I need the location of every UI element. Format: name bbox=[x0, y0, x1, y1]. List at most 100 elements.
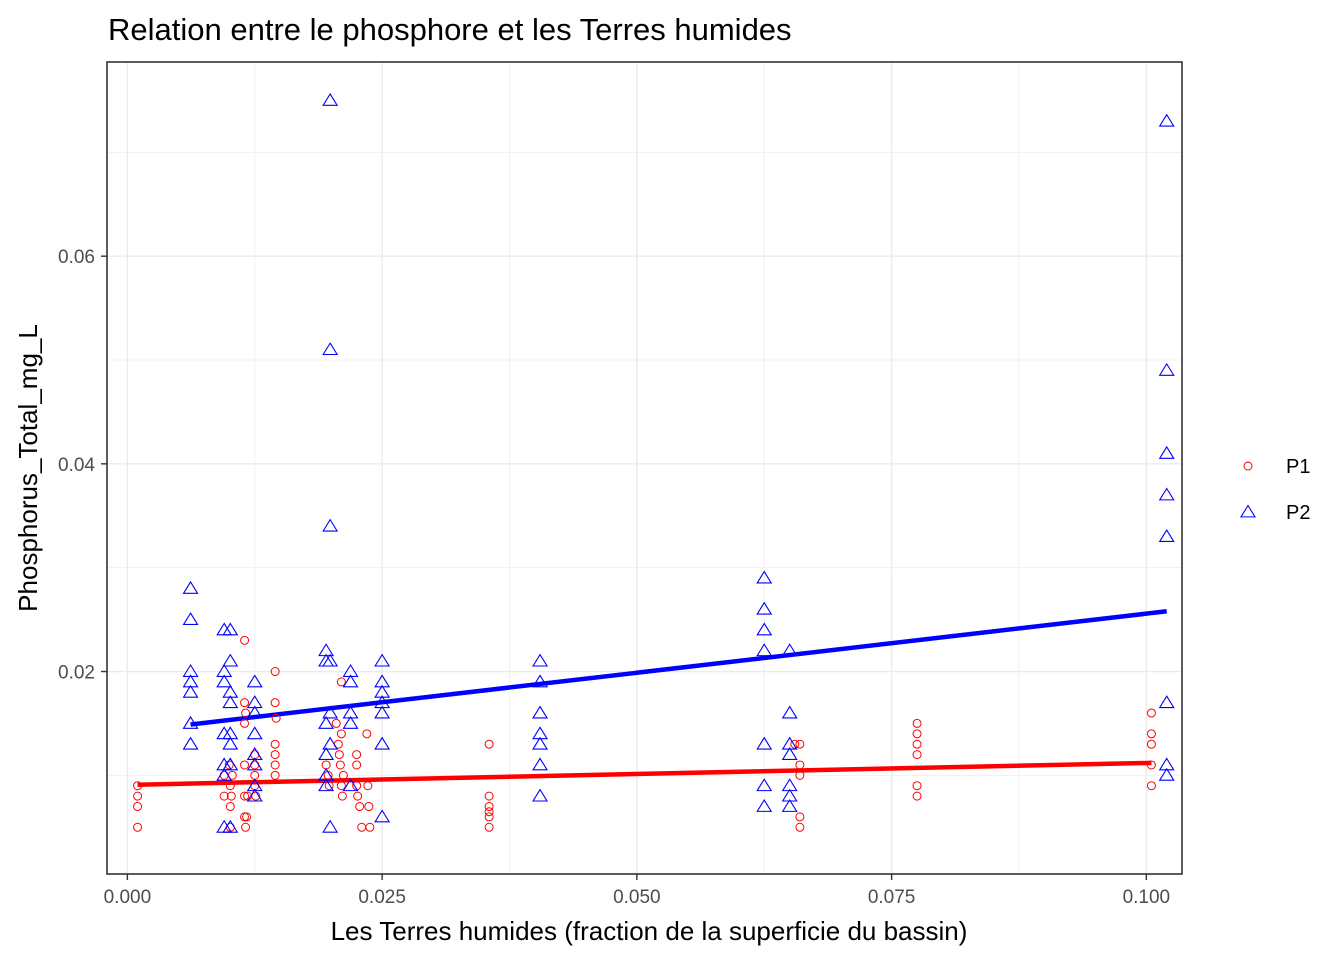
data-point-p1 bbox=[335, 760, 345, 770]
data-point-p1 bbox=[133, 822, 143, 832]
data-point-p1 bbox=[242, 812, 252, 822]
data-point-p1 bbox=[225, 802, 235, 812]
data-point-p2 bbox=[182, 580, 199, 594]
data-point-p1 bbox=[484, 807, 494, 817]
data-point-p1 bbox=[226, 791, 236, 801]
regression-lines bbox=[137, 609, 1167, 787]
data-point-p2 bbox=[756, 798, 773, 812]
data-point-p2 bbox=[532, 705, 549, 719]
data-point-p2 bbox=[1158, 487, 1175, 501]
data-point-p1 bbox=[912, 750, 922, 760]
data-point-p1 bbox=[324, 781, 334, 791]
data-point-p1 bbox=[795, 760, 805, 770]
data-point-p2 bbox=[781, 705, 798, 719]
y-tick-label: 0.02 bbox=[58, 663, 95, 684]
data-point-p1 bbox=[240, 635, 250, 645]
series-p2 bbox=[182, 92, 1175, 833]
data-point-p1 bbox=[270, 698, 280, 708]
data-point-p1 bbox=[912, 791, 922, 801]
data-point-p2 bbox=[246, 726, 263, 740]
fit-line-p2 bbox=[190, 609, 1167, 727]
data-point-p2 bbox=[342, 674, 359, 688]
data-point-p2 bbox=[222, 695, 239, 709]
data-point-p1 bbox=[1146, 729, 1156, 739]
data-point-p1 bbox=[219, 791, 229, 801]
data-point-p2 bbox=[374, 809, 391, 823]
fit-line-p1 bbox=[137, 760, 1152, 787]
data-point-p2 bbox=[322, 342, 339, 356]
x-axis-title: Les Terres humides (fraction de la super… bbox=[331, 916, 968, 946]
data-point-p1 bbox=[270, 739, 280, 749]
y-tick-label: 0.04 bbox=[58, 455, 95, 476]
data-point-p2 bbox=[374, 736, 391, 750]
data-point-p2 bbox=[246, 674, 263, 688]
y-tick-label: 0.06 bbox=[58, 247, 95, 268]
data-point-p2 bbox=[532, 674, 549, 688]
data-point-p1 bbox=[1146, 760, 1156, 770]
x-tick-label: 0.100 bbox=[1123, 887, 1171, 908]
data-point-p1 bbox=[790, 739, 800, 749]
data-point-p1 bbox=[353, 791, 363, 801]
data-point-p2 bbox=[246, 705, 263, 719]
data-point-p1 bbox=[240, 698, 250, 708]
data-point-p2 bbox=[1158, 113, 1175, 127]
data-point-p1 bbox=[484, 812, 494, 822]
data-point-p2 bbox=[781, 643, 798, 657]
data-point-p2 bbox=[532, 757, 549, 771]
data-point-p2 bbox=[216, 674, 233, 688]
data-point-p2 bbox=[756, 601, 773, 615]
x-tick-label: 0.050 bbox=[613, 887, 661, 908]
data-point-p2 bbox=[781, 747, 798, 761]
data-point-p1 bbox=[355, 802, 365, 812]
data-point-p1 bbox=[484, 822, 494, 832]
data-point-p2 bbox=[322, 705, 339, 719]
data-point-p2 bbox=[781, 798, 798, 812]
data-point-p2 bbox=[1158, 695, 1175, 709]
x-tick-label: 0.000 bbox=[104, 887, 152, 908]
data-point-p1 bbox=[912, 718, 922, 728]
data-point-p1 bbox=[795, 739, 805, 749]
major-grid bbox=[107, 62, 1182, 874]
data-point-p1 bbox=[270, 750, 280, 760]
data-point-p2 bbox=[246, 788, 263, 802]
data-point-p1 bbox=[240, 760, 250, 770]
data-point-p2 bbox=[222, 819, 239, 833]
legend-label-p1: P1 bbox=[1286, 456, 1310, 478]
data-point-p2 bbox=[182, 736, 199, 750]
data-point-p1 bbox=[484, 791, 494, 801]
chart-title: Relation entre le phosphore et les Terre… bbox=[108, 12, 792, 47]
data-point-p1 bbox=[912, 729, 922, 739]
data-point-p1 bbox=[352, 750, 362, 760]
data-point-p2 bbox=[322, 518, 339, 532]
data-point-p1 bbox=[270, 667, 280, 677]
minor-grid bbox=[107, 62, 1182, 874]
data-point-p1 bbox=[362, 729, 372, 739]
data-point-p1 bbox=[1146, 708, 1156, 718]
data-point-p1 bbox=[364, 802, 374, 812]
legend-label-p2: P2 bbox=[1286, 502, 1310, 524]
data-point-p1 bbox=[336, 729, 346, 739]
data-point-p2 bbox=[318, 747, 335, 761]
data-point-p2 bbox=[342, 715, 359, 729]
data-point-p1 bbox=[133, 791, 143, 801]
data-point-p1 bbox=[365, 822, 375, 832]
data-point-p1 bbox=[336, 677, 346, 687]
data-point-p1 bbox=[1146, 739, 1156, 749]
data-point-p2 bbox=[182, 684, 199, 698]
data-point-p1 bbox=[271, 713, 281, 723]
data-point-p1 bbox=[241, 822, 251, 832]
data-point-p1 bbox=[357, 822, 367, 832]
data-point-p1 bbox=[912, 739, 922, 749]
data-point-p2 bbox=[374, 653, 391, 667]
data-point-p2 bbox=[532, 653, 549, 667]
plot-panel-border bbox=[106, 61, 1183, 875]
data-point-p1 bbox=[240, 718, 250, 728]
data-point-p1 bbox=[484, 802, 494, 812]
data-point-p2 bbox=[1158, 528, 1175, 542]
data-point-p2 bbox=[374, 705, 391, 719]
data-point-p2 bbox=[182, 715, 199, 729]
data-point-p2 bbox=[222, 757, 239, 771]
data-point-p2 bbox=[182, 612, 199, 626]
data-point-p2 bbox=[1158, 445, 1175, 459]
data-point-p1 bbox=[240, 812, 250, 822]
